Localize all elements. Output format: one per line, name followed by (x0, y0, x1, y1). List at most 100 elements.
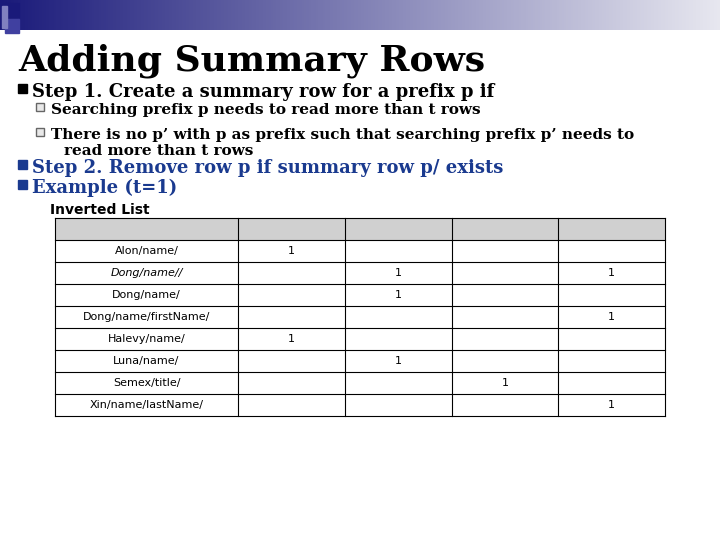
Bar (193, 0, 194, 30)
Bar (156, 0, 158, 30)
Bar (383, 0, 384, 30)
Bar (655, 0, 657, 30)
Bar (165, 0, 166, 30)
Bar (76, 0, 78, 30)
Bar (637, 0, 638, 30)
Bar (642, 0, 644, 30)
Bar (45, 0, 47, 30)
Bar (0, 0, 1, 30)
Bar (343, 0, 345, 30)
Bar (534, 0, 536, 30)
Bar (186, 0, 187, 30)
Bar (411, 0, 413, 30)
Text: 1: 1 (395, 290, 402, 300)
Bar (234, 0, 235, 30)
Bar (89, 0, 90, 30)
Bar (365, 0, 366, 30)
Bar (499, 0, 500, 30)
Bar (487, 0, 489, 30)
Bar (252, 0, 253, 30)
Bar (531, 0, 533, 30)
Bar (30, 0, 31, 30)
Bar (55, 240, 665, 262)
Bar (52, 0, 53, 30)
Bar (636, 0, 637, 30)
Bar (551, 0, 552, 30)
Bar (128, 0, 130, 30)
Bar (117, 0, 118, 30)
Bar (480, 0, 482, 30)
Bar (132, 0, 134, 30)
Bar (197, 0, 199, 30)
Bar (73, 0, 75, 30)
Bar (384, 0, 386, 30)
Bar (633, 0, 634, 30)
Bar (122, 0, 124, 30)
Bar (589, 0, 590, 30)
Bar (717, 0, 719, 30)
Bar (598, 0, 599, 30)
Bar (150, 0, 152, 30)
Bar (570, 0, 571, 30)
Bar (371, 0, 372, 30)
Bar (397, 0, 399, 30)
Bar (292, 0, 293, 30)
Bar (375, 0, 377, 30)
Bar (434, 0, 436, 30)
Bar (377, 0, 379, 30)
Bar (503, 0, 505, 30)
Bar (634, 0, 636, 30)
Bar (55, 262, 665, 284)
Bar (24, 0, 25, 30)
Bar (710, 0, 711, 30)
Bar (454, 0, 455, 30)
Bar (451, 0, 452, 30)
Bar (148, 0, 149, 30)
Bar (340, 0, 341, 30)
Bar (109, 0, 110, 30)
Bar (315, 0, 317, 30)
Bar (299, 0, 300, 30)
Bar (294, 0, 296, 30)
Bar (572, 0, 573, 30)
Bar (513, 0, 514, 30)
Bar (641, 0, 642, 30)
Bar (240, 0, 241, 30)
Bar (25, 0, 27, 30)
Bar (268, 0, 269, 30)
Bar (658, 0, 660, 30)
Bar (372, 0, 374, 30)
Bar (358, 0, 359, 30)
Text: Searching prefix p needs to read more than t rows: Searching prefix p needs to read more th… (51, 103, 481, 117)
Bar (87, 0, 89, 30)
Bar (130, 0, 131, 30)
Bar (606, 0, 607, 30)
Bar (124, 0, 125, 30)
Bar (688, 0, 689, 30)
Bar (667, 0, 668, 30)
Bar (218, 0, 220, 30)
Bar (557, 0, 558, 30)
Bar (1, 0, 3, 30)
Bar (521, 0, 523, 30)
Text: 1: 1 (608, 312, 615, 322)
Bar (293, 0, 294, 30)
Bar (420, 0, 421, 30)
Bar (79, 0, 81, 30)
FancyBboxPatch shape (36, 103, 44, 111)
Bar (300, 0, 302, 30)
Bar (696, 0, 698, 30)
Bar (206, 0, 207, 30)
Bar (261, 0, 262, 30)
Bar (131, 0, 132, 30)
Bar (362, 0, 364, 30)
Bar (163, 0, 165, 30)
Bar (94, 0, 96, 30)
Bar (352, 0, 354, 30)
Bar (539, 0, 540, 30)
Bar (55, 328, 665, 350)
Bar (618, 0, 620, 30)
Bar (144, 0, 145, 30)
Bar (72, 0, 73, 30)
Bar (679, 0, 680, 30)
